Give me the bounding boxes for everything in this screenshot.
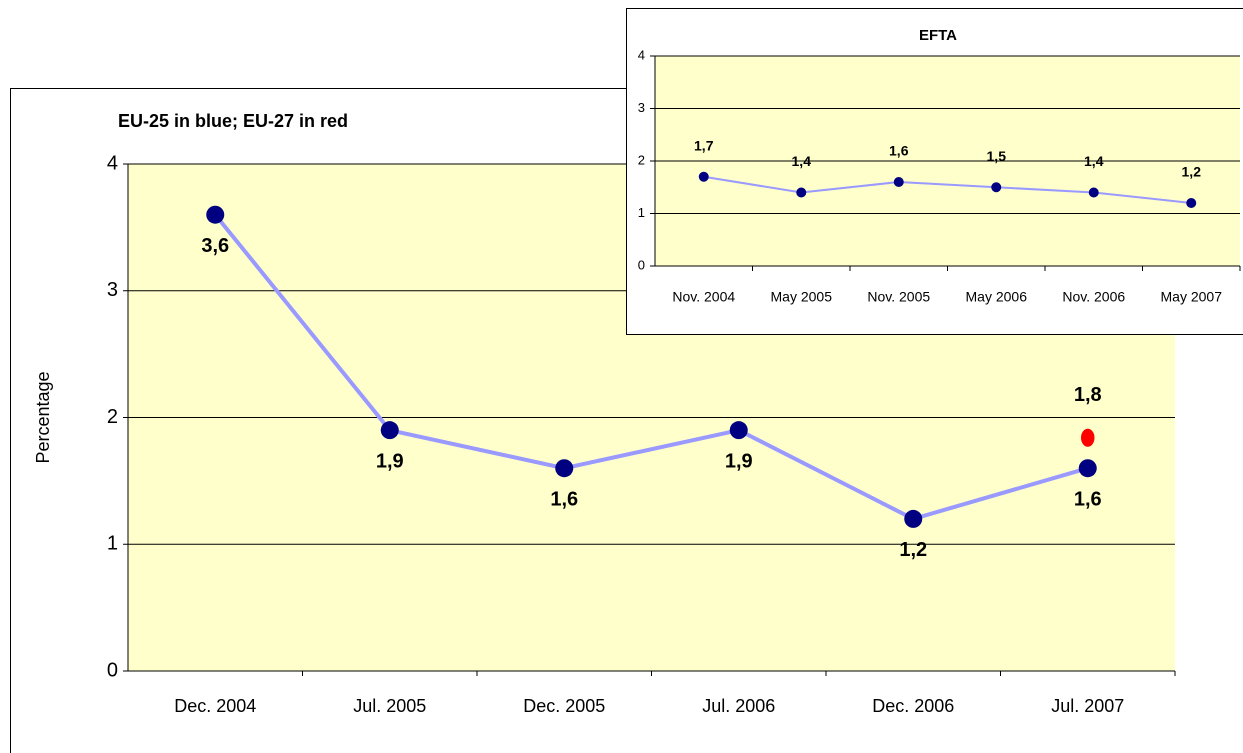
y-tick-label: 0	[107, 659, 118, 681]
data-point	[1081, 428, 1095, 447]
x-tick-label: Nov. 2004	[672, 289, 735, 305]
data-point	[904, 509, 923, 528]
chart-title: EFTA	[919, 27, 957, 44]
data-label: 3,6	[201, 235, 229, 257]
main-chart: EU-25 in blue; EU-27 in red Percentage 0 1 2…	[33, 111, 1176, 716]
data-label: 1,2	[899, 539, 927, 561]
x-tick-label: Nov. 2006	[1062, 289, 1125, 305]
data-point	[380, 421, 399, 440]
y-axis-label: Percentage	[33, 371, 53, 463]
y-tick-label: 4	[107, 152, 118, 174]
x-tick-label: May 2007	[1161, 289, 1223, 305]
data-point	[796, 187, 807, 198]
x-tick-label: Jul. 2007	[1051, 696, 1124, 716]
data-label: 1,4	[1084, 153, 1104, 169]
x-tick-label: Dec. 2004	[174, 696, 256, 716]
y-tick-label: 3	[638, 100, 645, 115]
data-point	[1088, 187, 1099, 198]
data-label: 1,6	[550, 488, 578, 510]
inset-chart: EFTA 0 1 2 3 4 Nov. 2004 May 2005 Nov. 2005 May 2…	[638, 27, 1241, 305]
y-tick-label: 1	[107, 533, 118, 555]
data-label: 1,4	[792, 153, 812, 169]
series-line	[703, 175, 1192, 204]
y-tick-label: 2	[638, 152, 645, 167]
y-tick-label: 4	[638, 47, 645, 62]
data-point	[555, 459, 574, 478]
y-tick-label: 0	[638, 257, 645, 272]
data-point	[698, 171, 709, 182]
data-point	[1186, 198, 1197, 208]
data-label: 1,9	[376, 450, 404, 472]
data-label: 1,9	[725, 450, 753, 472]
y-tick-label: 2	[107, 406, 118, 428]
x-tick-label: May 2006	[966, 289, 1028, 305]
data-label: 1,5	[987, 148, 1007, 164]
x-tick-label: Jul. 2006	[702, 696, 775, 716]
chart-title: EU-25 in blue; EU-27 in red	[118, 111, 348, 131]
x-tick-label: Jul. 2005	[353, 696, 426, 716]
x-tick-label: May 2005	[771, 289, 833, 305]
data-label: 1,7	[694, 137, 714, 153]
x-tick-label: Nov. 2005	[867, 289, 930, 305]
data-point	[729, 421, 748, 440]
y-tick-label: 3	[107, 279, 118, 301]
data-point	[206, 205, 225, 224]
x-tick-label: Dec. 2006	[872, 696, 954, 716]
series-line	[213, 213, 1089, 522]
data-point	[893, 177, 904, 187]
data-label: 1,6	[889, 143, 909, 159]
data-label: 1,6	[1074, 488, 1102, 510]
data-point	[991, 182, 1002, 193]
y-tick-label: 1	[638, 205, 645, 220]
data-point	[1078, 459, 1097, 478]
data-label: 1,2	[1182, 164, 1202, 180]
x-tick-label: Dec. 2005	[523, 696, 605, 716]
data-label: 1,8	[1074, 384, 1102, 406]
